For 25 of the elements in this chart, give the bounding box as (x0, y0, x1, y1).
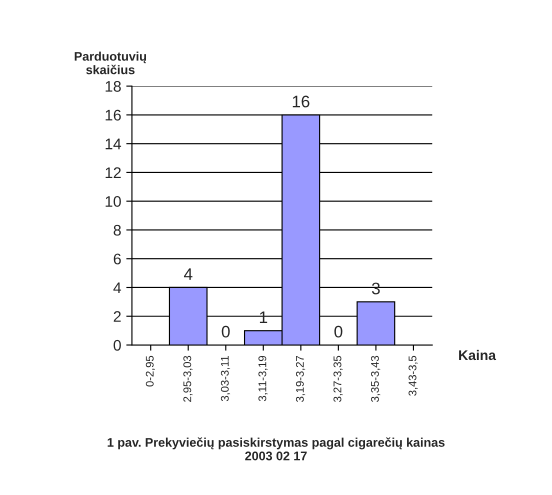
x-tick-label: 3,03-3,11 (220, 356, 230, 402)
y-tick-label: 16 (106, 110, 121, 121)
x-tick-label: 3,11-3,19 (258, 356, 268, 402)
text: 1 pav. Prekyviečių pasiskirstymas pagal cigarečių kainas 2003 02 17 (108, 437, 445, 460)
y-tick-label: 10 (106, 196, 121, 207)
y-tick-label: 6 (114, 254, 121, 264)
data-label: 0 (334, 326, 342, 338)
y-tick-label: 14 (106, 138, 122, 150)
x-tick-label: 0-2,95 (146, 356, 155, 386)
x-tick-label: 3,43-3,5 (408, 356, 418, 396)
y-tick-label: 8 (114, 224, 121, 236)
data-label: 4 (184, 268, 192, 280)
x-tick-label: 2,95-3,03 (183, 356, 193, 402)
data-label: 16 (292, 96, 310, 108)
y-axis-title: Parduotuvių skaičius (74, 52, 146, 74)
y-tick-label: 0 (114, 340, 121, 351)
data-label: 0 (222, 326, 230, 338)
x-tick-label: 3,19-3,27 (296, 356, 306, 402)
y-tick-label: 12 (106, 167, 121, 178)
x-axis-title: Kaina (459, 350, 496, 360)
y-tick-label: 4 (113, 282, 122, 294)
y-tick-label: 2 (114, 311, 121, 322)
y-tick-label: 18 (106, 81, 121, 92)
x-tick-label: 3,35-3,43 (371, 356, 380, 402)
x-tick-label: 3,27-3,35 (333, 356, 343, 402)
